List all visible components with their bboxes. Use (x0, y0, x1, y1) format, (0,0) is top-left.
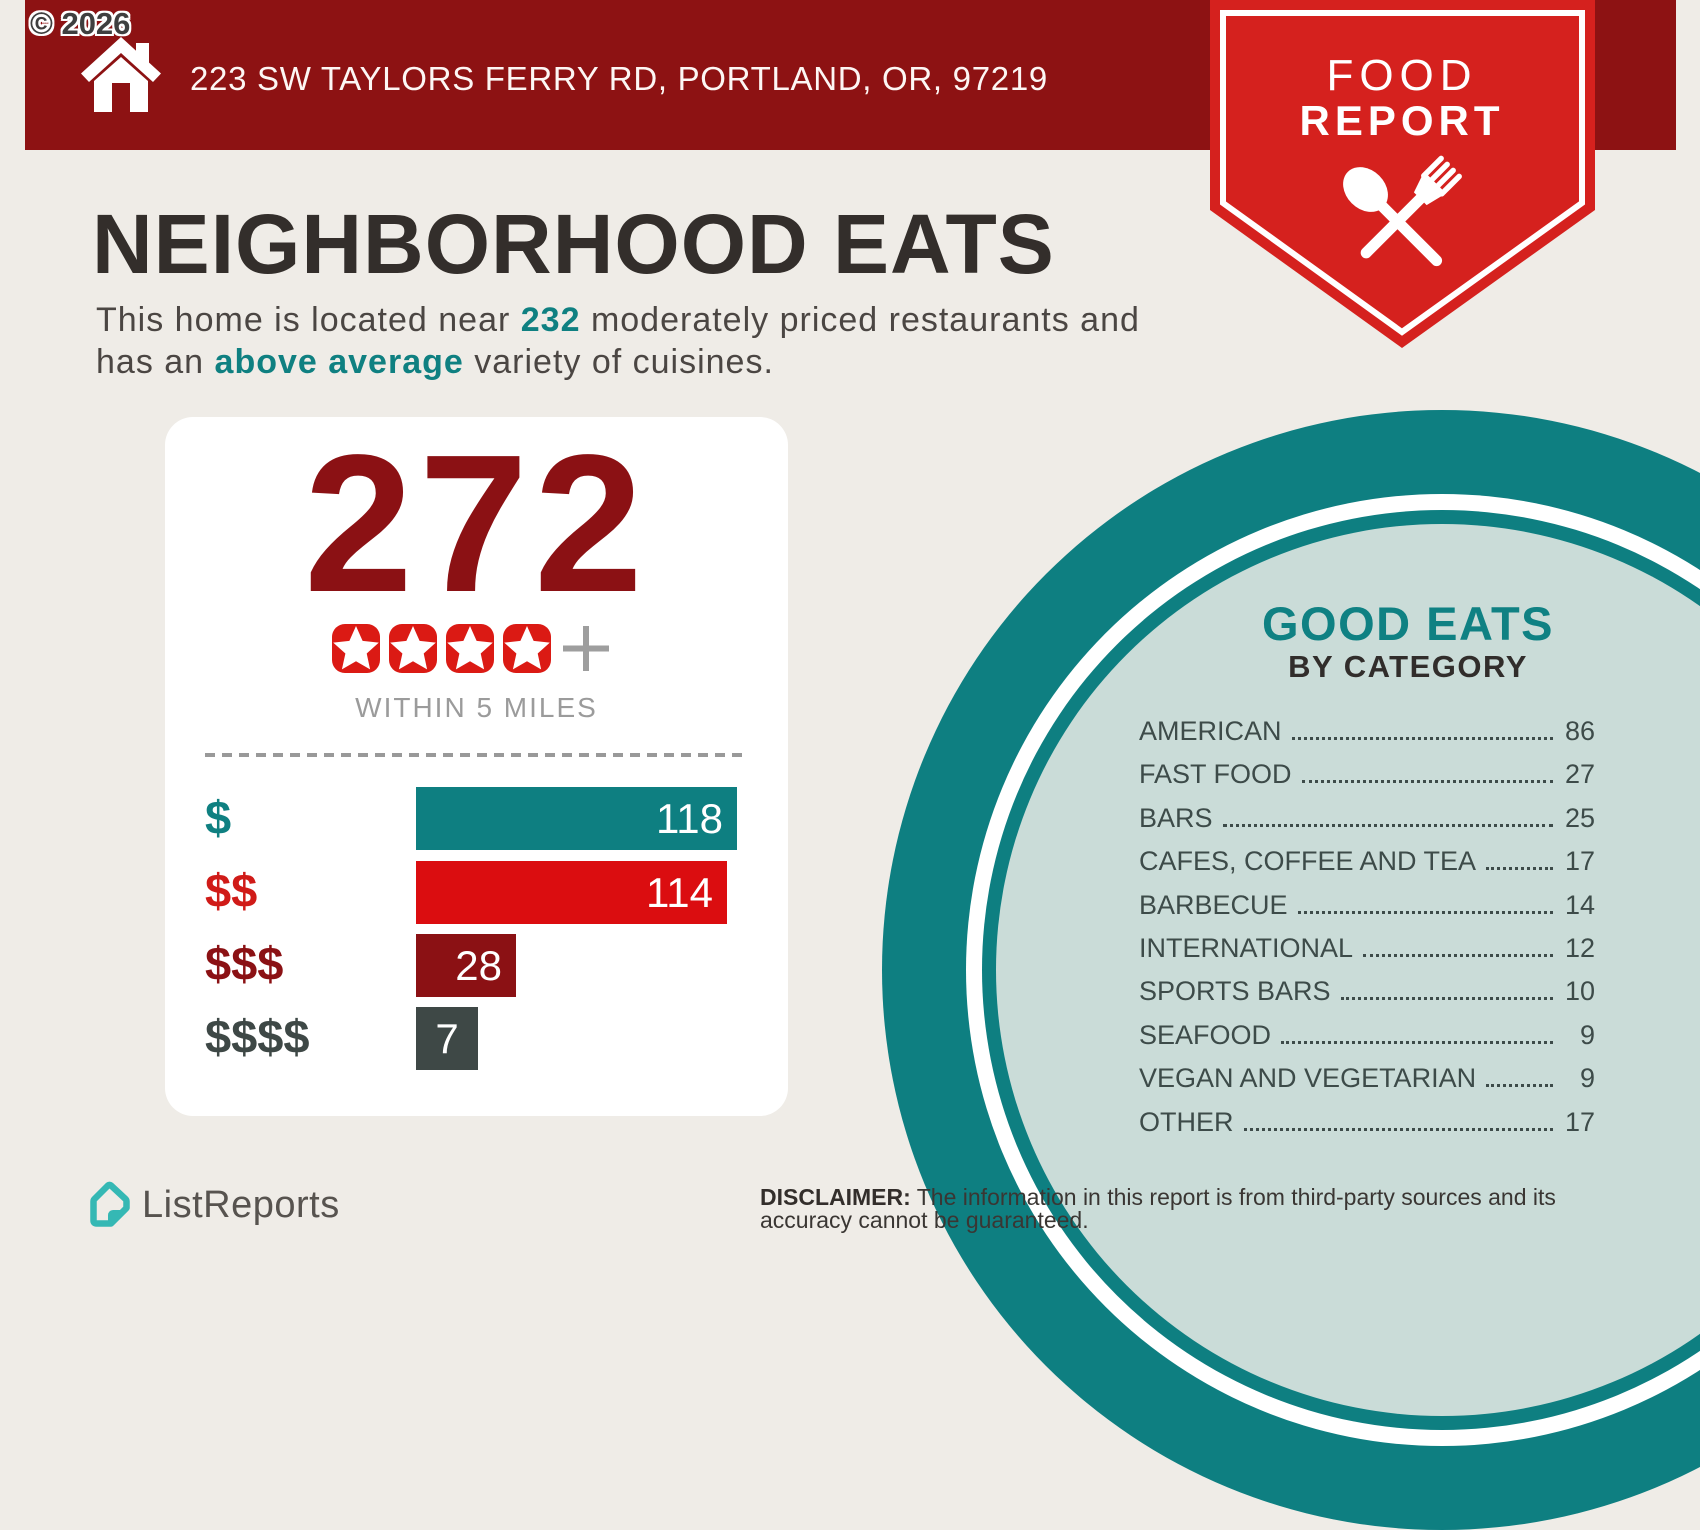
svg-text:REPORT: REPORT (1299, 97, 1504, 144)
svg-text:FOOD: FOOD (1326, 51, 1477, 100)
